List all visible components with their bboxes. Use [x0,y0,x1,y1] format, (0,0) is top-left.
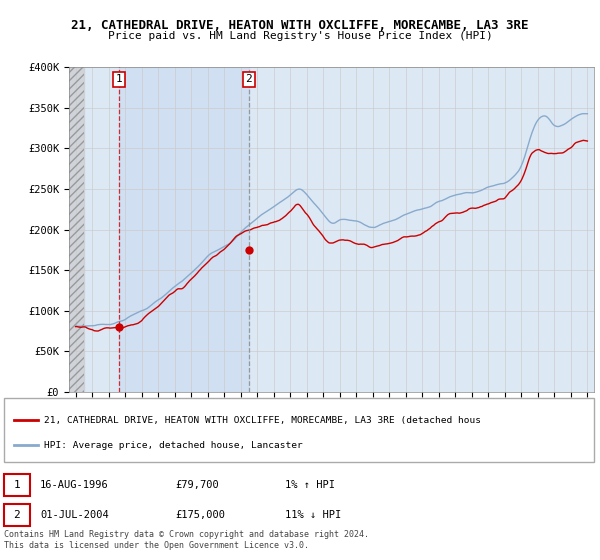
Text: 21, CATHEDRAL DRIVE, HEATON WITH OXCLIFFE, MORECAMBE, LA3 3RE: 21, CATHEDRAL DRIVE, HEATON WITH OXCLIFF… [71,18,529,32]
Text: 2: 2 [14,510,20,520]
Text: £175,000: £175,000 [175,510,225,520]
Text: HPI: Average price, detached house, Lancaster: HPI: Average price, detached house, Lanc… [44,441,303,450]
Bar [69,67,84,392]
Text: 01-JUL-2004: 01-JUL-2004 [40,510,109,520]
Text: 16-AUG-1996: 16-AUG-1996 [40,480,109,490]
Text: Contains HM Land Registry data © Crown copyright and database right 2024.
This d: Contains HM Land Registry data © Crown c… [4,530,369,550]
Text: 21, CATHEDRAL DRIVE, HEATON WITH OXCLIFFE, MORECAMBE, LA3 3RE (detached hous: 21, CATHEDRAL DRIVE, HEATON WITH OXCLIFF… [44,416,481,424]
Text: 1: 1 [115,74,122,85]
Text: Price paid vs. HM Land Registry's House Price Index (HPI): Price paid vs. HM Land Registry's House … [107,31,493,41]
Text: 1: 1 [14,480,20,490]
FancyBboxPatch shape [4,398,594,462]
Text: 2: 2 [245,74,253,85]
FancyBboxPatch shape [4,474,30,496]
Text: 11% ↓ HPI: 11% ↓ HPI [285,510,341,520]
FancyBboxPatch shape [4,504,30,526]
Text: £79,700: £79,700 [175,480,219,490]
Bar [69,67,84,392]
Text: 1% ↑ HPI: 1% ↑ HPI [285,480,335,490]
Bar [119,67,249,392]
